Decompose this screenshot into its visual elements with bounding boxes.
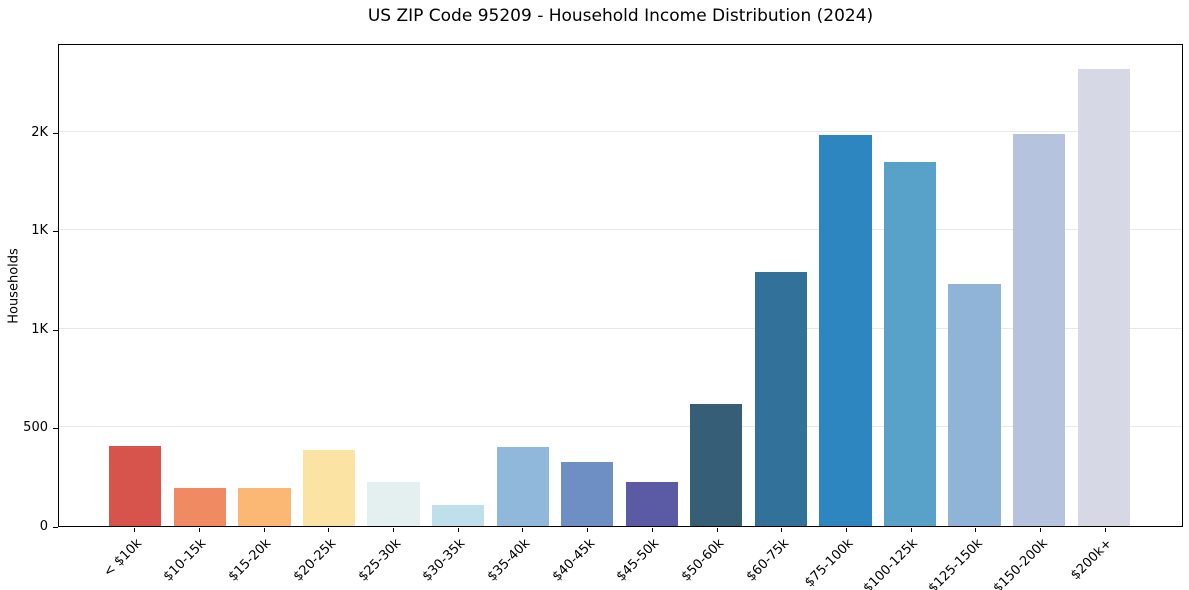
x-tick-mark [716, 528, 718, 532]
bar-slot [942, 45, 1007, 526]
chart-title: US ZIP Code 95209 - Household Income Dis… [367, 6, 874, 26]
bar [883, 161, 937, 526]
x-tick-mark [975, 528, 977, 532]
x-tick-label: $15-20k [225, 536, 275, 585]
x-tick-label: $35-40k [484, 536, 534, 585]
x-slot: $15-20k [226, 527, 296, 590]
x-tick-mark [651, 528, 653, 532]
bar-slot [168, 45, 233, 526]
x-tick-mark [587, 528, 589, 532]
bar [496, 446, 549, 526]
x-tick-label: $20-25k [290, 536, 340, 585]
bar [173, 488, 226, 526]
x-slot: $10-15k [161, 527, 232, 590]
x-tick-label: $50-60k [678, 536, 728, 585]
x-slot: $25-30k [355, 527, 426, 590]
x-tick-label: $40-45k [549, 536, 598, 585]
x-slot: $150-200k [990, 527, 1073, 590]
bars-row [59, 45, 1182, 526]
bar-slot [749, 45, 814, 526]
bar [561, 462, 614, 526]
bar-slot [620, 45, 685, 526]
y-tick-mark [53, 428, 58, 430]
x-tick-mark [1039, 528, 1041, 532]
x-tick-mark [457, 528, 459, 532]
gridline [59, 327, 1182, 329]
bar-slot [361, 45, 426, 526]
y-tick-label: 1K [31, 321, 48, 337]
y-axis-title: Households [6, 248, 22, 324]
gridline [59, 130, 1182, 132]
x-tick-mark [910, 528, 912, 532]
bar [690, 404, 743, 526]
x-tick-mark [134, 528, 136, 532]
x-slot: $20-25k [291, 527, 361, 590]
bar-slot [1071, 45, 1136, 526]
x-tick-label: $60-75k [743, 536, 792, 585]
bar-slot [878, 45, 943, 526]
x-tick-label: $45-50k [613, 536, 663, 585]
x-axis: < $10k $10-15k $15-20k $20-25k $25-30k $30-35… [58, 527, 1183, 590]
plot-area [58, 44, 1183, 527]
x-slot: $100-125k [861, 527, 943, 590]
x-slot: $30-35k [420, 527, 490, 590]
bar [1013, 133, 1066, 526]
x-tick-label: $30-35k [419, 536, 469, 585]
bar-slot [1007, 45, 1072, 526]
x-tick-mark [263, 528, 265, 532]
bar [625, 482, 678, 526]
x-tick-mark [1104, 528, 1106, 532]
bar [367, 482, 420, 526]
x-slot: $45-50k [614, 527, 685, 590]
y-tick-label: 500 [23, 420, 48, 436]
bar [238, 488, 291, 526]
x-tick-label: < $10k [100, 536, 145, 581]
x-tick-mark [393, 528, 395, 532]
bar-slot [103, 45, 168, 526]
x-slot: < $10k [100, 527, 167, 590]
x-tick-mark [328, 528, 330, 532]
bar [1077, 69, 1130, 526]
x-slot: $60-75k [743, 527, 814, 590]
y-tick-label: 2K [31, 124, 48, 140]
bar-slot [490, 45, 555, 526]
bar-slot [232, 45, 297, 526]
x-tick-label: $25-30k [355, 536, 404, 585]
bar-slot [555, 45, 620, 526]
x-slot: $75-100k [802, 527, 879, 590]
x-slot: $35-40k [485, 527, 555, 590]
x-tick-label: $200k+ [1068, 536, 1116, 584]
bar-slot [813, 45, 878, 526]
x-slot: $50-60k [679, 527, 749, 590]
x-tick-mark [845, 528, 847, 532]
x-tick-label: $10-15k [161, 536, 210, 585]
gridline [59, 229, 1182, 231]
x-slot: $125-150k [926, 527, 1008, 590]
y-tick-label: 0 [39, 519, 48, 534]
bar [109, 446, 162, 526]
x-tick-mark [781, 528, 783, 532]
bar [431, 505, 485, 526]
y-tick-label: 1K [31, 223, 48, 239]
bar-slot [426, 45, 491, 526]
y-tick-mark [53, 132, 58, 134]
gridline [59, 426, 1182, 428]
bar [302, 449, 356, 526]
y-tick-mark [53, 527, 58, 528]
x-slot: $200k+ [1068, 527, 1137, 590]
bar [819, 134, 872, 526]
bar-slot [297, 45, 362, 526]
bar [754, 271, 808, 526]
y-tick-mark [53, 231, 58, 233]
bar-slot [684, 45, 749, 526]
x-slot: $40-45k [549, 527, 620, 590]
x-tick-mark [199, 528, 201, 532]
x-tick-mark [522, 528, 524, 532]
y-tick-mark [53, 329, 58, 331]
bar [948, 283, 1001, 526]
